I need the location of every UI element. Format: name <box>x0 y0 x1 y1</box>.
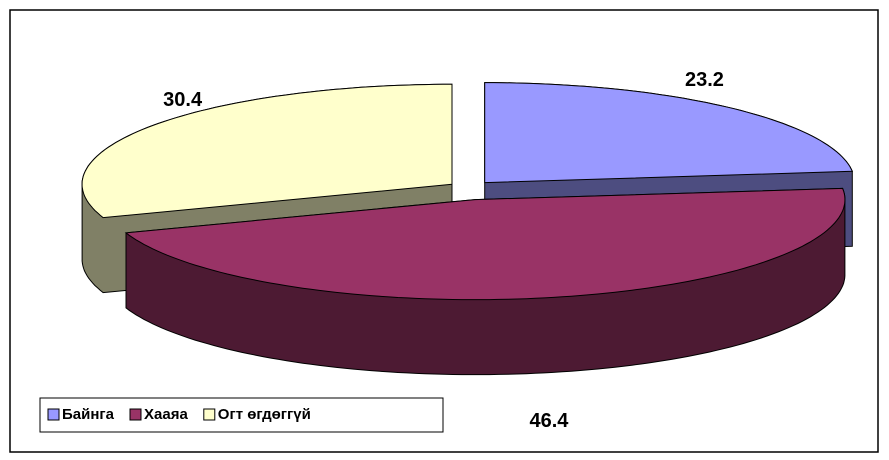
slice-top <box>124 187 846 301</box>
slice-top <box>81 83 453 219</box>
data-label: 23.2 <box>685 69 724 91</box>
legend-key <box>203 408 216 421</box>
legend-box <box>39 397 444 433</box>
data-label: 46.4 <box>529 410 569 432</box>
legend-key <box>47 408 60 421</box>
legend-label: Байнга <box>62 406 115 423</box>
legend-label: Огт өгдөггүй <box>218 406 311 423</box>
data-label: 30.4 <box>163 89 203 111</box>
slice-top <box>484 82 854 184</box>
legend-label: Хааяа <box>144 406 188 423</box>
legend-key <box>129 408 142 421</box>
